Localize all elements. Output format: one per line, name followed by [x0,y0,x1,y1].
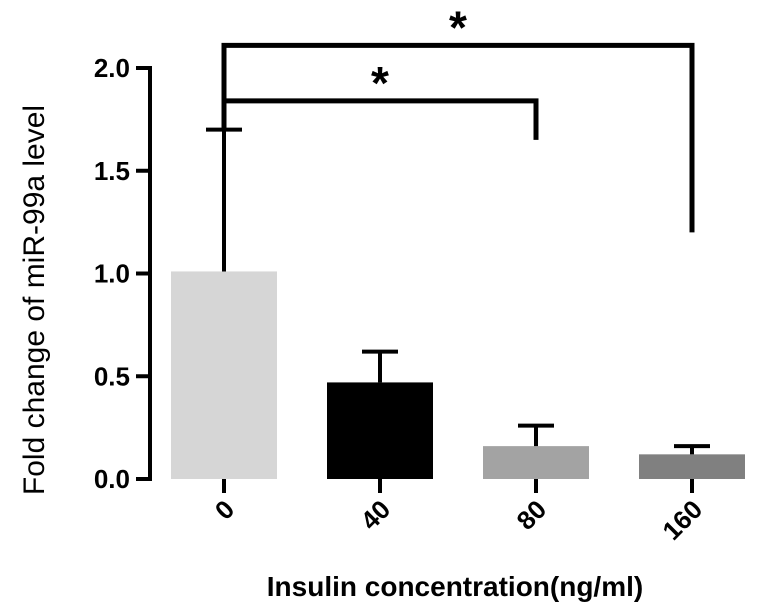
x-tick-label-160: 160 [656,494,708,546]
y-tick-label-0.0: 0.0 [94,464,130,494]
bar-0 [171,271,277,479]
y-tick-label-2.0: 2.0 [94,53,130,83]
y-tick-label-1.0: 1.0 [94,259,130,289]
y-tick-label-0.5: 0.5 [94,361,130,391]
bar-40 [327,382,433,479]
bar-160 [639,454,745,479]
y-axis-title: Fold change of miR-99a level [18,105,51,495]
x-tick-label-40: 40 [355,494,397,536]
y-tick-label-1.5: 1.5 [94,156,130,186]
plot-area: 0.0 0.5 1.0 1.5 2.0 0 40 80 160 * * [94,1,745,546]
significance-label-1: * [371,57,389,109]
significance-label-2: * [449,1,467,53]
significance-bracket-2 [221,42,695,233]
x-axis-title: Insulin concentration(ng/ml) [267,571,643,602]
x-tick-label-0: 0 [209,494,240,525]
x-tick-label-80: 80 [511,494,553,536]
bar-80 [483,446,589,479]
